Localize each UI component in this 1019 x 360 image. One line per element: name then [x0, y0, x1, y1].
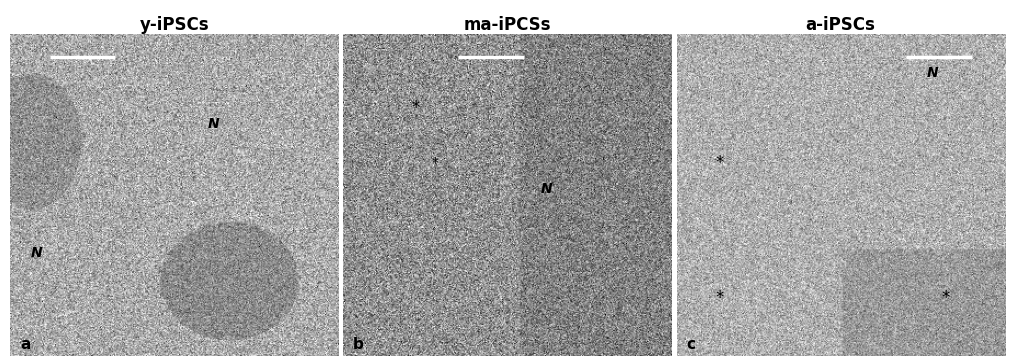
Text: *: *	[714, 154, 722, 172]
Text: c: c	[686, 337, 695, 352]
Text: *: *	[411, 99, 420, 117]
Text: *: *	[714, 289, 722, 307]
Text: a-iPSCs: a-iPSCs	[805, 16, 874, 34]
Text: b: b	[353, 337, 364, 352]
Text: N: N	[208, 117, 219, 131]
Text: a: a	[20, 337, 31, 352]
Text: ma-iPCSs: ma-iPCSs	[464, 16, 550, 34]
Text: *: *	[941, 289, 949, 307]
Text: y-iPSCs: y-iPSCs	[140, 16, 209, 34]
Text: N: N	[540, 182, 552, 196]
Text: *: *	[431, 156, 438, 170]
Text: N: N	[926, 66, 937, 80]
Text: N: N	[31, 246, 42, 260]
